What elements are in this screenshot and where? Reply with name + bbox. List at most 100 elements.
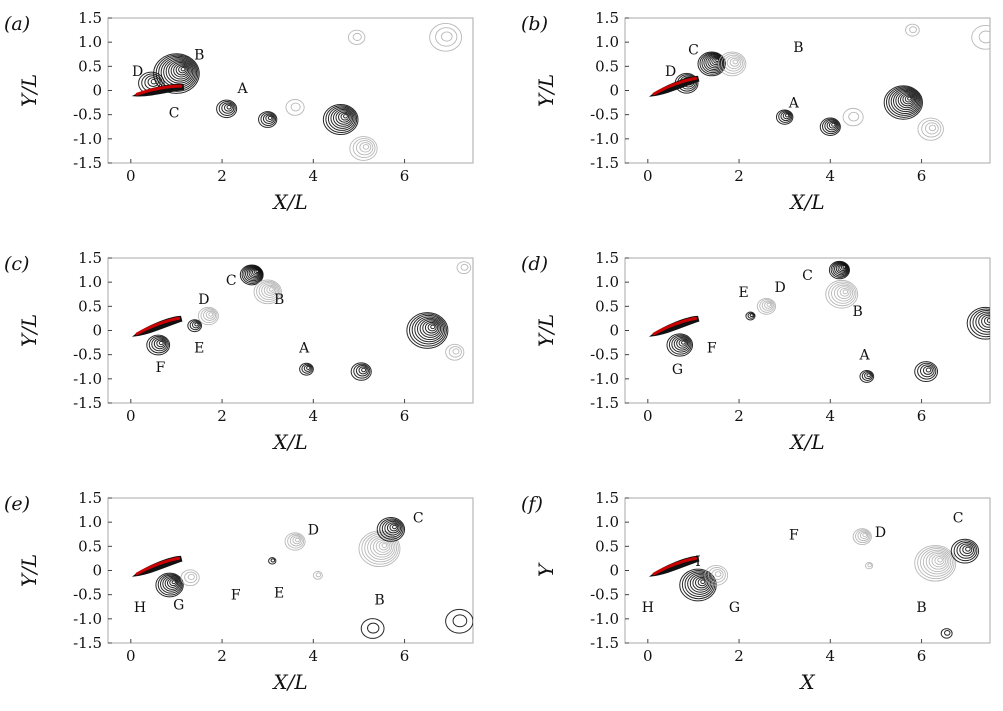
contour-line: [864, 372, 872, 380]
y-tick-label: -1.5: [73, 634, 102, 652]
contour-line: [966, 306, 990, 340]
contour-line: [268, 557, 277, 565]
vortex-1: [704, 564, 729, 586]
contour-line: [268, 287, 274, 292]
y-tick-label: -0.5: [590, 346, 619, 364]
x-tick-label: 6: [400, 647, 410, 665]
airfoil-body: [648, 75, 700, 97]
y-tick-label: -1.5: [73, 394, 102, 412]
contour-line: [972, 310, 990, 335]
panel-label: (b): [521, 13, 548, 35]
contour-line: [205, 310, 215, 319]
contour-line: [267, 115, 273, 120]
vortex-5: [299, 362, 314, 376]
vortex-3: [187, 319, 203, 333]
vortex-8: [312, 570, 323, 580]
y-axis-label: Y/L: [534, 74, 558, 107]
contour-line: [917, 546, 955, 580]
contour-line: [756, 297, 777, 315]
contour-line: [255, 269, 259, 274]
x-tick-label: 2: [734, 407, 744, 425]
plot-frame: [624, 17, 991, 164]
vortex-5: [950, 538, 980, 564]
contour-line: [330, 107, 355, 129]
contour-line: [766, 302, 772, 307]
contour-line: [828, 281, 857, 307]
airfoil-camber-line: [652, 316, 698, 336]
contour-line: [411, 314, 446, 345]
contour-line: [978, 313, 990, 331]
contour-line: [975, 311, 990, 333]
contour-line: [160, 574, 182, 594]
contour-line: [367, 535, 396, 560]
y-tick-label: 1.5: [595, 489, 619, 507]
vortex-2: [216, 99, 238, 119]
contour-line: [261, 283, 278, 298]
panel-label: (a): [4, 13, 30, 35]
contour-layer: [131, 261, 472, 381]
contour-line: [452, 614, 468, 628]
plot-frame: [107, 257, 474, 404]
vortex-6: [917, 117, 944, 141]
contour-line: [289, 535, 303, 547]
contour-line: [384, 520, 401, 536]
vortex-4: [914, 544, 957, 582]
y-axis-label: Y/L: [534, 314, 558, 347]
vortex-5: [859, 369, 875, 383]
airfoil-camber-line: [135, 556, 181, 576]
vortex-0: [155, 572, 184, 598]
contour-line: [784, 113, 790, 118]
contour-line: [971, 24, 990, 50]
contour-line: [290, 102, 301, 112]
contour-line: [888, 87, 921, 116]
vortex-2: [852, 528, 872, 546]
contour-line: [197, 306, 219, 326]
contour-line: [452, 348, 460, 355]
y-tick-label: 0.5: [78, 57, 102, 75]
contour-line: [718, 51, 747, 77]
vortex-4: [666, 333, 694, 357]
vortex-label: B: [793, 40, 803, 56]
contour-line: [668, 334, 692, 355]
contour-line: [360, 618, 385, 639]
y-tick-label: 1.0: [78, 273, 102, 291]
vortex-7: [347, 29, 366, 45]
vortex-label: G: [173, 597, 184, 613]
contour-line: [306, 365, 311, 370]
contour-line: [828, 121, 837, 129]
x-tick-label: 2: [734, 647, 744, 665]
contour-line: [367, 622, 380, 634]
airfoil-body: [648, 555, 700, 577]
x-tick-label: 4: [309, 407, 319, 425]
contour-line: [835, 263, 848, 274]
vortex-7: [445, 608, 473, 634]
panel-5: 0 2 4 6 1.5 1.0 0.5 0 -0.5 -1.0 -1.5 X Y (f) F D C I H G B: [521, 489, 991, 694]
y-tick-label: 1.5: [78, 9, 102, 27]
x-tick-label: 2: [217, 167, 227, 185]
contour-line: [435, 27, 458, 47]
x-axis-label: X/L: [788, 430, 824, 454]
y-tick-label: 1.5: [595, 249, 619, 267]
vortex-6: [350, 362, 372, 381]
contour-line: [419, 319, 442, 338]
vortex-label: D: [132, 64, 143, 80]
contour-line: [697, 51, 726, 77]
x-tick-label: 0: [126, 407, 136, 425]
contour-line: [902, 94, 914, 105]
contour-line: [173, 63, 190, 78]
vortex-6: [360, 618, 385, 639]
airfoil-body: [648, 315, 700, 337]
vortex-7: [406, 312, 449, 349]
contour-line: [986, 317, 990, 323]
contour-line: [155, 572, 184, 598]
contour-line: [917, 117, 944, 141]
y-axis-label: Y/L: [17, 554, 41, 587]
y-tick-label: 1.5: [78, 489, 102, 507]
x-tick-label: 6: [917, 167, 927, 185]
contour-line: [386, 522, 400, 534]
vortex-3: [258, 111, 278, 128]
contour-line: [885, 86, 922, 118]
panel-label: (e): [4, 493, 30, 515]
contour-line: [893, 89, 919, 113]
